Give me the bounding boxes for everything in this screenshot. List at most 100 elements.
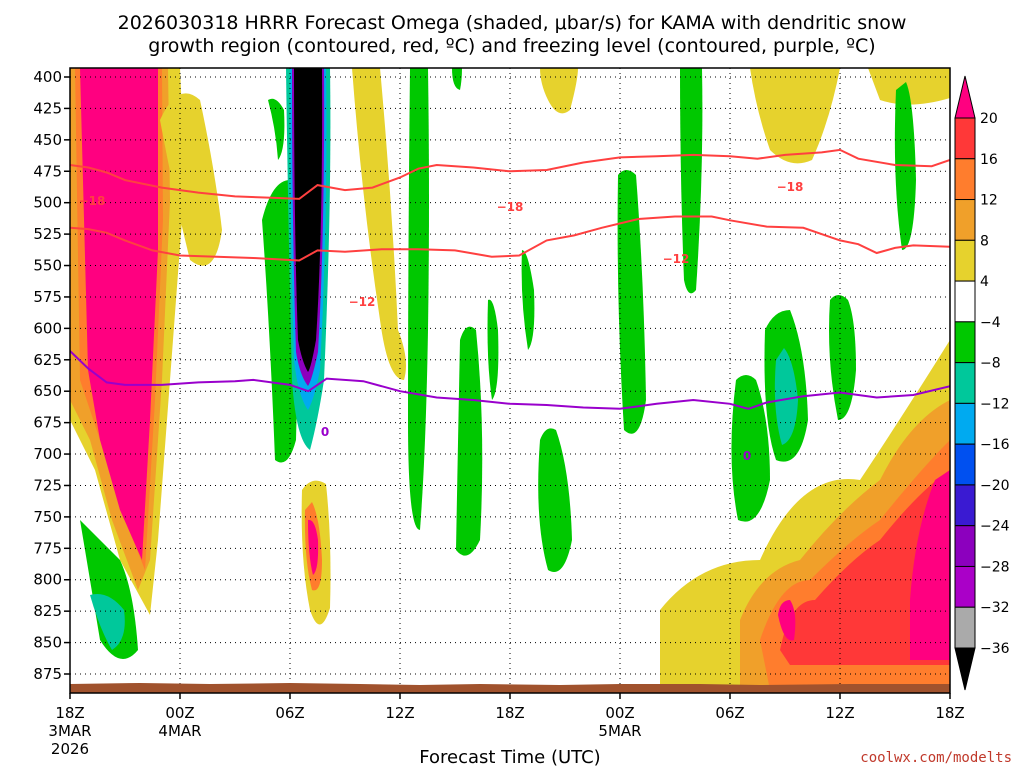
- y-tick-label: 800: [33, 571, 62, 589]
- upward-motion-region: [868, 68, 950, 105]
- y-tick-label: 725: [33, 476, 62, 494]
- downward-motion-region: [408, 68, 429, 530]
- source-credit: coolwx.com/modelts: [860, 750, 1012, 766]
- color-bar-swatch: [954, 362, 976, 404]
- color-bar-label: −16: [980, 437, 1010, 453]
- y-tick-label: 875: [33, 665, 62, 683]
- omega-shading: [70, 68, 950, 693]
- x-tick-label: 12Z: [385, 704, 414, 722]
- x-tick-label: 18Z: [55, 704, 84, 722]
- contour-label: −18: [497, 200, 524, 214]
- y-tick-label: 500: [33, 194, 62, 212]
- y-tick-label: 750: [33, 508, 62, 526]
- color-bar-swatch: [954, 647, 976, 691]
- y-tick-label: 575: [33, 288, 62, 306]
- color-bar-label: −4: [980, 315, 1001, 331]
- downward-motion-region: [268, 98, 285, 160]
- contour-label: −18: [79, 194, 106, 208]
- x-tick-label: 06Z: [275, 704, 304, 722]
- chart-title-line-1: 2026030318 HRRR Forecast Omega (shaded, …: [118, 12, 907, 34]
- color-bar-swatch: [954, 484, 976, 527]
- color-bar-swatch: [954, 280, 976, 323]
- contours: [70, 148, 950, 410]
- plot-area: −18 −18 −12 −12 −18 0 0: [69, 67, 951, 694]
- x-tick-label: 00Z: [605, 704, 634, 722]
- x-tick-date-label: 4MAR: [158, 722, 201, 740]
- color-bar-swatch: [954, 606, 976, 649]
- color-bar-swatch: [954, 158, 976, 201]
- contour-label: −12: [349, 295, 376, 309]
- color-bar-swatch: [954, 525, 976, 567]
- strong-upward-motion-region: [778, 600, 796, 641]
- freezing-level-contour: [70, 350, 950, 410]
- color-bar-label: 16: [980, 152, 998, 168]
- contour-label: 0: [321, 425, 329, 439]
- downward-motion-region: [487, 299, 499, 400]
- low-level-upward-motion-region: [780, 470, 950, 665]
- y-tick-label: 775: [33, 539, 62, 557]
- y-tick-label: 475: [33, 162, 62, 180]
- downward-motion-region: [538, 428, 572, 572]
- x-tick-label: 12Z: [825, 704, 854, 722]
- chart-title-line-2: growth region (contoured, red, ºC) and f…: [148, 35, 875, 57]
- x-tick-date-label: 5MAR: [598, 722, 641, 740]
- y-tick-label: 525: [33, 225, 62, 243]
- color-bar-label: −36: [980, 641, 1010, 657]
- y-tick-label: 700: [33, 445, 62, 463]
- strong-upward-motion-region: [910, 470, 950, 660]
- x-tick-date-label: 3MAR: [48, 722, 91, 740]
- y-axis: 400 425 450 475 500 525 550 575 600 625 650 675 700 7…: [33, 68, 70, 683]
- y-tick-label: 450: [33, 131, 62, 149]
- color-bar-swatch: [954, 321, 976, 364]
- color-bar-label: −8: [980, 356, 1001, 372]
- color-bar-swatch: [954, 239, 976, 282]
- contour-labels: −18 −18 −12 −12 −18 0 0: [79, 180, 804, 463]
- contour-label: −18: [777, 180, 804, 194]
- strong-upward-motion-region: [80, 68, 158, 560]
- contour-label: −12: [663, 252, 690, 266]
- downward-motion-region: [774, 348, 798, 445]
- color-bar-swatch: [954, 443, 976, 486]
- upward-motion-region: [160, 93, 222, 266]
- color-bar-label: −12: [980, 396, 1010, 412]
- downward-motion-region: [680, 68, 703, 294]
- color-bar-swatch: [954, 117, 976, 160]
- x-tick-label: 00Z: [165, 704, 194, 722]
- color-bar-label: −20: [980, 478, 1010, 494]
- color-bar-swatch: [954, 402, 976, 445]
- downward-motion-region: [452, 68, 462, 90]
- y-tick-label: 600: [33, 319, 62, 337]
- dgz-minus-12-contour: [70, 215, 950, 262]
- color-bar-label: 12: [980, 193, 998, 209]
- upward-motion-region: [540, 68, 578, 114]
- downward-motion-region: [617, 170, 646, 434]
- color-bar-label: 8: [980, 233, 989, 249]
- strongest-downward-motion-region: [294, 68, 323, 372]
- downward-motion-region: [90, 594, 125, 650]
- downward-motion-region: [829, 295, 856, 420]
- y-tick-label: 650: [33, 382, 62, 400]
- color-bar-swatch: [954, 75, 976, 119]
- color-bar: 20 16 12 8 4 −4 −8 −12 −16 −20 −24 −28 −32 −36: [954, 75, 1010, 691]
- x-tick-label: 06Z: [715, 704, 744, 722]
- color-bar-swatch: [954, 199, 976, 241]
- contour-label: 0: [743, 449, 751, 463]
- x-tick-year-label: 2026: [51, 740, 89, 758]
- strong-upward-motion-region: [308, 519, 319, 575]
- color-bar-label: −32: [980, 600, 1010, 616]
- upward-motion-region: [352, 68, 406, 380]
- x-axis-title: Forecast Time (UTC): [419, 747, 600, 768]
- y-tick-label: 400: [33, 68, 62, 86]
- color-bar-label: −24: [980, 519, 1010, 535]
- terrain: [70, 683, 950, 693]
- x-tick-label: 18Z: [935, 704, 964, 722]
- upward-motion-region: [750, 68, 840, 164]
- color-bar-label: −28: [980, 559, 1010, 575]
- downward-motion-region: [521, 250, 535, 350]
- y-tick-label: 675: [33, 414, 62, 432]
- color-bar-swatch: [954, 565, 976, 608]
- color-bar-label: 4: [980, 274, 989, 290]
- downward-motion-region: [262, 180, 298, 463]
